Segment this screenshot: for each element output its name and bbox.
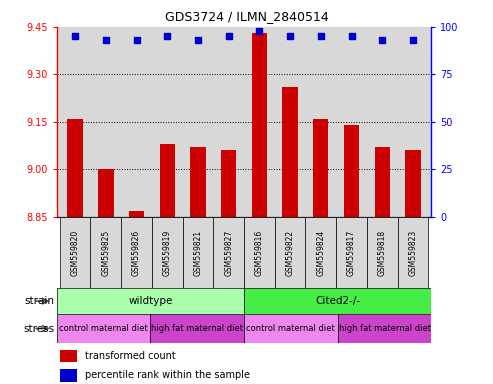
Point bbox=[286, 33, 294, 40]
Bar bbox=[61, 369, 77, 382]
Text: GSM559822: GSM559822 bbox=[285, 229, 295, 276]
Text: high fat maternal diet: high fat maternal diet bbox=[151, 324, 243, 333]
Text: GSM559824: GSM559824 bbox=[317, 229, 325, 276]
Point bbox=[71, 33, 79, 40]
Bar bbox=[61, 349, 77, 362]
Text: GSM559827: GSM559827 bbox=[224, 229, 233, 276]
Bar bbox=[338, 314, 431, 343]
Bar bbox=[190, 147, 206, 217]
Text: GSM559817: GSM559817 bbox=[347, 229, 356, 276]
Bar bbox=[91, 217, 121, 288]
Text: stress: stress bbox=[23, 323, 54, 334]
Bar bbox=[121, 217, 152, 288]
Bar bbox=[306, 217, 336, 288]
Bar bbox=[336, 217, 367, 288]
Bar bbox=[244, 314, 338, 343]
Bar bbox=[244, 288, 431, 314]
Bar bbox=[275, 217, 306, 288]
Bar bbox=[98, 169, 113, 217]
Bar bbox=[397, 217, 428, 288]
Bar bbox=[57, 314, 150, 343]
Bar bbox=[367, 217, 397, 288]
Point bbox=[409, 37, 417, 43]
Point bbox=[348, 33, 355, 40]
Point bbox=[194, 37, 202, 43]
Bar bbox=[244, 217, 275, 288]
Point bbox=[163, 33, 171, 40]
Bar bbox=[213, 217, 244, 288]
Text: strain: strain bbox=[24, 296, 54, 306]
Text: GSM559819: GSM559819 bbox=[163, 229, 172, 276]
Text: Cited2-/-: Cited2-/- bbox=[315, 296, 360, 306]
Bar bbox=[57, 288, 244, 314]
Point bbox=[133, 37, 141, 43]
Point bbox=[102, 37, 110, 43]
Bar bbox=[375, 147, 390, 217]
Text: GSM559820: GSM559820 bbox=[70, 229, 80, 276]
Bar bbox=[60, 217, 91, 288]
Bar bbox=[221, 151, 236, 217]
Text: high fat maternal diet: high fat maternal diet bbox=[339, 324, 430, 333]
Text: control maternal diet: control maternal diet bbox=[246, 324, 335, 333]
Text: GDS3724 / ILMN_2840514: GDS3724 / ILMN_2840514 bbox=[165, 10, 328, 23]
Text: GSM559826: GSM559826 bbox=[132, 229, 141, 276]
Bar bbox=[160, 144, 175, 217]
Bar bbox=[129, 211, 144, 217]
Bar bbox=[150, 314, 244, 343]
Text: GSM559825: GSM559825 bbox=[102, 229, 110, 276]
Text: control maternal diet: control maternal diet bbox=[59, 324, 148, 333]
Point bbox=[255, 28, 263, 34]
Bar bbox=[68, 119, 83, 217]
Bar bbox=[344, 125, 359, 217]
Text: GSM559821: GSM559821 bbox=[193, 229, 203, 276]
Text: GSM559823: GSM559823 bbox=[408, 229, 418, 276]
Point bbox=[378, 37, 386, 43]
Bar bbox=[152, 217, 182, 288]
Bar bbox=[282, 87, 298, 217]
Text: GSM559816: GSM559816 bbox=[255, 229, 264, 276]
Text: GSM559818: GSM559818 bbox=[378, 229, 387, 276]
Bar bbox=[405, 151, 421, 217]
Bar bbox=[182, 217, 213, 288]
Text: percentile rank within the sample: percentile rank within the sample bbox=[85, 370, 250, 380]
Point bbox=[225, 33, 233, 40]
Text: wildtype: wildtype bbox=[128, 296, 173, 306]
Bar bbox=[252, 33, 267, 217]
Point bbox=[317, 33, 325, 40]
Bar bbox=[313, 119, 328, 217]
Text: transformed count: transformed count bbox=[85, 351, 176, 361]
